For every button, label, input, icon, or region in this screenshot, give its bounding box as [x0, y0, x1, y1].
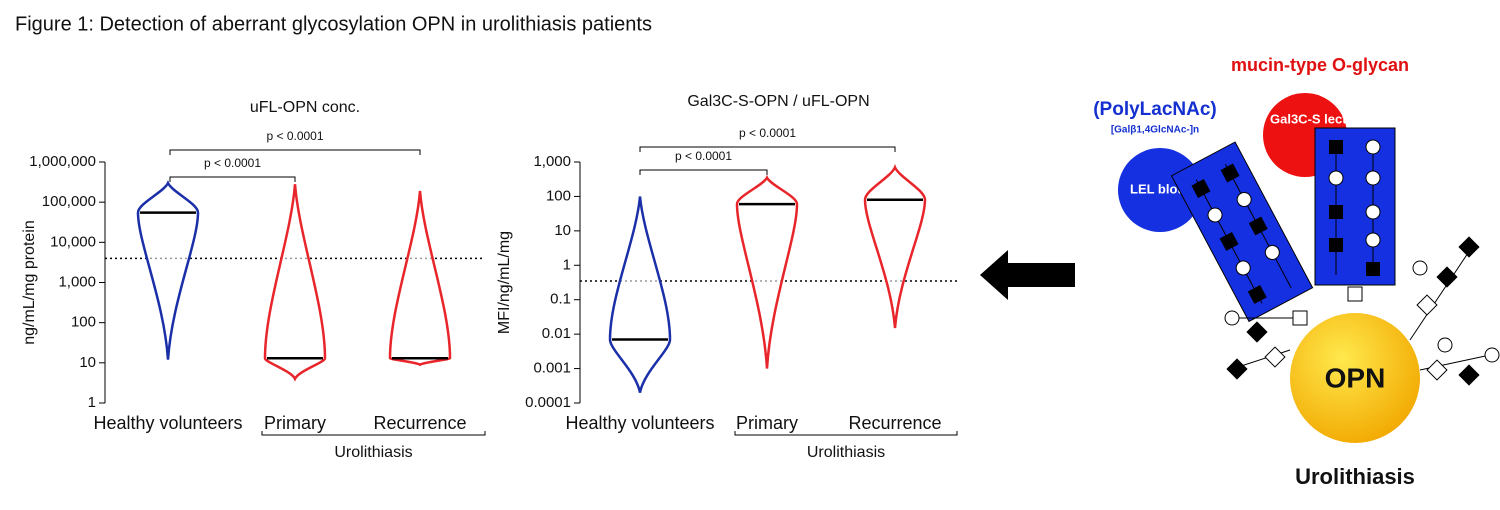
figure-title: Figure 1: Detection of aberrant glycosyl…	[15, 13, 652, 35]
gal3c-label: Gal3C-S lectin	[1270, 111, 1358, 126]
violin	[388, 190, 452, 367]
annotation: p < 0.0001	[204, 156, 261, 170]
opn-label: OPN	[1325, 362, 1386, 393]
violin	[735, 174, 799, 369]
lel-circle	[1118, 148, 1202, 232]
annotation: p < 0.0001	[266, 129, 323, 143]
polylacnac-formula: [Galβ1,4GlcNAc-]n	[1111, 125, 1199, 136]
chart-title: Gal3C-S-OPN / uFL-OPN	[687, 93, 869, 110]
violin	[608, 196, 672, 393]
glycans	[1224, 236, 1500, 386]
x-tick-label: Healthy volunteers	[565, 413, 714, 433]
arrow	[980, 250, 1075, 300]
y-tick-label: 0.01	[542, 325, 571, 342]
diagram: mucin-type O-glycan (PolyLacNAc) [Galβ1,…	[1093, 55, 1500, 489]
chart-title: uFL-OPN conc.	[250, 99, 360, 116]
significance-bracket	[639, 146, 896, 152]
x-tick-label: Recurrence	[848, 413, 941, 433]
y-tick-label: 1,000	[58, 273, 96, 290]
mucin-chain	[1314, 127, 1396, 302]
y-tick-label: 1	[88, 394, 96, 411]
significance-bracket	[169, 149, 421, 155]
y-tick-label: 0.001	[533, 360, 571, 377]
y-axis-label: ng/mL/mg protein	[21, 220, 38, 345]
x-tick-label: Recurrence	[373, 413, 466, 433]
diagram-caption: Urolithiasis	[1295, 464, 1415, 489]
y-tick-label: 100	[546, 187, 571, 204]
polylacnac: (PolyLacNAc)	[1093, 99, 1217, 120]
y-tick-label: 1,000	[533, 153, 571, 170]
significance-bracket	[639, 169, 768, 175]
group-label: Urolithiasis	[334, 444, 412, 461]
x-tick-label: Primary	[264, 413, 326, 433]
violin	[136, 179, 200, 360]
x-tick-label: Healthy volunteers	[93, 413, 242, 433]
y-tick-label: 0.1	[550, 291, 571, 308]
mucin-label: mucin-type O-glycan	[1231, 55, 1409, 75]
y-tick-label: 100,000	[42, 193, 96, 210]
y-tick-label: 0.0001	[525, 394, 571, 411]
significance-bracket	[169, 176, 296, 182]
violin	[263, 184, 327, 382]
x-tick-label: Primary	[736, 413, 798, 433]
y-tick-label: 1	[563, 256, 571, 273]
y-tick-label: 10	[79, 354, 96, 371]
y-axis-label: MFI/ng/mL/mg	[496, 231, 513, 334]
violin	[863, 164, 927, 329]
group-bracket	[261, 431, 486, 436]
y-tick-label: 10,000	[50, 233, 96, 250]
y-tick-label: 100	[71, 314, 96, 331]
annotation: p < 0.0001	[675, 149, 732, 163]
annotation: p < 0.0001	[739, 126, 796, 140]
group-bracket	[734, 431, 958, 436]
y-tick-label: 1,000,000	[29, 153, 96, 170]
y-tick-label: 10	[554, 222, 571, 239]
polylacnac-chain	[1170, 141, 1314, 323]
opn-circle	[1290, 313, 1420, 443]
group-label: Urolithiasis	[807, 444, 885, 461]
